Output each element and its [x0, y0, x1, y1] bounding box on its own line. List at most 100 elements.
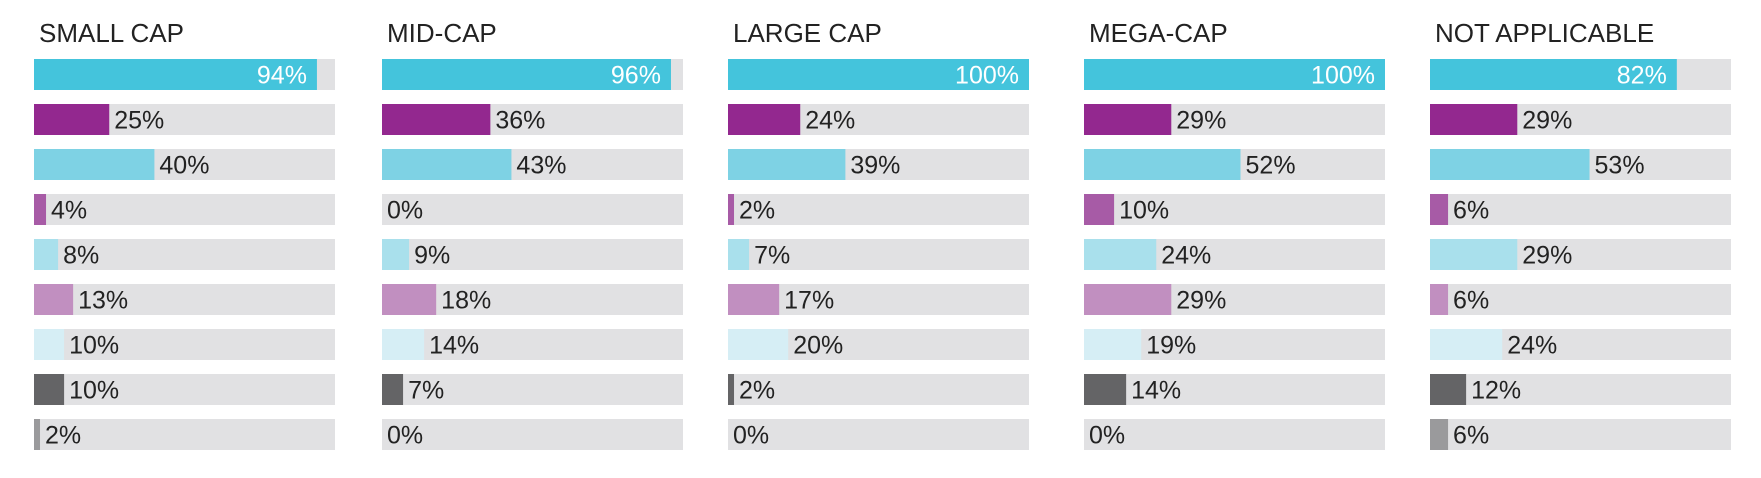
bar — [728, 104, 801, 135]
bar — [1430, 59, 1677, 90]
bar-track — [382, 419, 683, 450]
bar-value-label: 20% — [793, 332, 843, 360]
bar — [34, 104, 110, 135]
bar — [1430, 149, 1590, 180]
bar — [728, 374, 735, 405]
bar-value-label: 24% — [1161, 242, 1211, 270]
bar-value-label: 18% — [441, 287, 491, 315]
bar-value-label: 13% — [78, 287, 128, 315]
bar-value-label: 0% — [387, 422, 423, 450]
bar — [1430, 104, 1518, 135]
bar — [1430, 194, 1449, 225]
bar-value-label: 0% — [1089, 422, 1125, 450]
bar — [1084, 374, 1127, 405]
bar — [728, 284, 780, 315]
bar-value-label: 29% — [1522, 242, 1572, 270]
bar-track — [34, 284, 335, 315]
bar — [382, 329, 425, 360]
bar-value-label: 100% — [955, 62, 1019, 90]
chart-panel-3: LARGE CAP 100% 24% 39% 2% 7% 17% 20% 2% 0% — [728, 18, 1029, 450]
bar-track — [34, 194, 335, 225]
bar — [1084, 104, 1172, 135]
bar-value-label: 7% — [408, 377, 444, 405]
bar-value-label: 4% — [51, 197, 87, 225]
bar — [34, 329, 65, 360]
bar-value-label: 82% — [1617, 62, 1667, 90]
bar-value-label: 96% — [611, 62, 661, 90]
bar-value-label: 14% — [429, 332, 479, 360]
panel-title: LARGE CAP — [733, 18, 882, 48]
bar-value-label: 29% — [1522, 107, 1572, 135]
bar — [728, 149, 846, 180]
bar-track — [382, 374, 683, 405]
bar-value-label: 10% — [69, 332, 119, 360]
bar — [382, 149, 512, 180]
bar-value-label: 6% — [1453, 287, 1489, 315]
bar-track — [728, 239, 1029, 270]
bar — [382, 59, 671, 90]
bar-value-label: 29% — [1176, 107, 1226, 135]
bar-value-label: 2% — [45, 422, 81, 450]
bar-track — [1430, 194, 1731, 225]
bar-value-label: 6% — [1453, 422, 1489, 450]
bar-track — [34, 239, 335, 270]
bar-value-label: 29% — [1176, 287, 1226, 315]
bar-track — [1084, 374, 1385, 405]
bar — [728, 194, 735, 225]
bar-value-label: 24% — [1507, 332, 1557, 360]
bar — [34, 239, 59, 270]
bar-value-label: 6% — [1453, 197, 1489, 225]
bar-track — [1430, 374, 1731, 405]
bar — [34, 194, 47, 225]
bar-value-label: 10% — [69, 377, 119, 405]
panel-title: MID-CAP — [387, 18, 497, 48]
bar-track — [382, 194, 683, 225]
bar — [1430, 284, 1449, 315]
chart-panel-5: NOT APPLICABLE 82% 29% 53% 6% 29% 6% 24% 12% 6% — [1430, 18, 1731, 450]
bar-value-label: 0% — [387, 197, 423, 225]
bar-value-label: 40% — [159, 152, 209, 180]
panel-title: NOT APPLICABLE — [1435, 18, 1654, 48]
bar-track — [1084, 194, 1385, 225]
bar — [1084, 284, 1172, 315]
bar — [728, 59, 1029, 90]
panel-title: SMALL CAP — [39, 18, 184, 48]
bar-track — [1084, 419, 1385, 450]
bar — [382, 104, 491, 135]
bar — [382, 374, 404, 405]
bar-track — [382, 329, 683, 360]
bar-track — [1430, 284, 1731, 315]
chart-panel-4: MEGA-CAP 100% 29% 52% 10% 24% 29% 19% 14%0% — [1084, 18, 1385, 450]
bar — [728, 239, 750, 270]
bar-track — [1430, 419, 1731, 450]
bar — [1084, 329, 1142, 360]
bar-track — [34, 374, 335, 405]
panel-title: MEGA-CAP — [1089, 18, 1228, 48]
bar — [1430, 239, 1518, 270]
bar — [382, 239, 410, 270]
bar-value-label: 25% — [114, 107, 164, 135]
chart-panel-1: SMALL CAP 94% 25% 40% 4% 8% 13% 10% 10% 2% — [34, 18, 335, 450]
bar-value-label: 36% — [495, 107, 545, 135]
bar-track — [728, 419, 1029, 450]
bar — [1084, 239, 1157, 270]
bar-value-label: 52% — [1246, 152, 1296, 180]
bar — [34, 284, 74, 315]
bar — [1084, 149, 1241, 180]
bar-value-label: 9% — [414, 242, 450, 270]
bar-value-label: 100% — [1311, 62, 1375, 90]
bar — [1430, 374, 1467, 405]
bar-value-label: 2% — [739, 377, 775, 405]
bar-value-label: 53% — [1595, 152, 1645, 180]
bar-track — [34, 329, 335, 360]
bar-value-label: 7% — [754, 242, 790, 270]
bar-value-label: 39% — [850, 152, 900, 180]
bar — [382, 284, 437, 315]
bar-value-label: 12% — [1471, 377, 1521, 405]
bar — [34, 149, 155, 180]
bar-track — [34, 419, 335, 450]
bar — [1430, 329, 1503, 360]
bar-value-label: 10% — [1119, 197, 1169, 225]
